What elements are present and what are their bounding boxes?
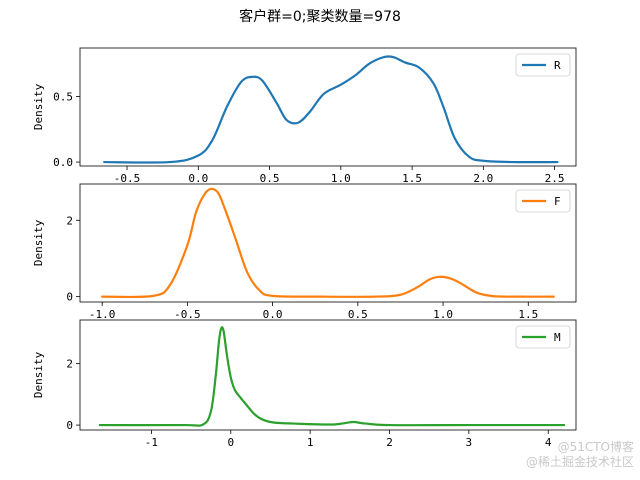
x-tick-label: 3 (466, 436, 473, 449)
y-tick-label: 0.0 (53, 156, 73, 169)
x-tick-label: -0.5 (114, 172, 141, 185)
x-tick-label: 4 (545, 436, 552, 449)
watermark-line-2: @稀土掘金技术社区 (525, 455, 634, 469)
x-tick-label: 0.5 (348, 308, 368, 321)
y-axis-label: Density (32, 351, 45, 398)
density-line-r (103, 55, 559, 164)
legend: F (515, 189, 571, 213)
subplots: -0.5 0.0 0.5 1.0 1.5 2.0 2.5 0.0 0.5 Density R -1.0… (32, 47, 577, 449)
legend: M (515, 325, 571, 349)
legend-label: F (554, 195, 561, 208)
x-tick-label: 0.0 (263, 308, 283, 321)
x-tick-label: -1 (145, 436, 158, 449)
watermark-line-1: @51CTO博客 (557, 440, 634, 454)
x-tick-label: 0 (227, 436, 234, 449)
axes-frame (79, 183, 577, 303)
legend-label: M (554, 331, 561, 344)
y-tick-label: 0 (66, 291, 73, 304)
legend-label: R (554, 59, 561, 72)
figure-title: 客户群=0;聚类数量=978 (239, 8, 401, 25)
x-tick-label: -0.5 (174, 308, 201, 321)
x-tick-label: 1.5 (518, 308, 538, 321)
subplot-f: -1.0 -0.5 0.0 0.5 1.0 1.5 0 2 Density F (32, 183, 577, 321)
x-tick-label: 1.0 (433, 308, 453, 321)
watermark: @51CTO博客 @稀土掘金技术社区 (526, 440, 634, 470)
y-tick-label: 2 (66, 214, 73, 227)
y-axis-label: Density (32, 83, 45, 130)
subplot-m: -1 0 1 2 3 4 0 2 Density M (32, 319, 577, 449)
x-tick-label: 2 (386, 436, 393, 449)
density-line-f (101, 187, 555, 299)
x-tick-label: 1 (307, 436, 314, 449)
x-tick-label: 0.5 (260, 172, 280, 185)
axes-frame (79, 47, 577, 167)
x-tick-label: -1.0 (89, 308, 116, 321)
x-tick-label: 0.0 (188, 172, 208, 185)
x-tick-label: 2.5 (545, 172, 565, 185)
subplot-r: -0.5 0.0 0.5 1.0 1.5 2.0 2.5 0.0 0.5 Density R (32, 47, 577, 185)
axes-frame (79, 319, 577, 431)
x-tick-label: 1.5 (402, 172, 422, 185)
x-tick-label: 1.0 (331, 172, 351, 185)
y-tick-label: 0.5 (53, 91, 73, 104)
density-line-m (98, 326, 566, 427)
y-tick-label: 2 (66, 358, 73, 371)
y-tick-label: 0 (66, 419, 73, 432)
y-axis-label: Density (32, 219, 45, 266)
x-tick-label: 2.0 (473, 172, 493, 185)
legend: R (515, 53, 571, 77)
